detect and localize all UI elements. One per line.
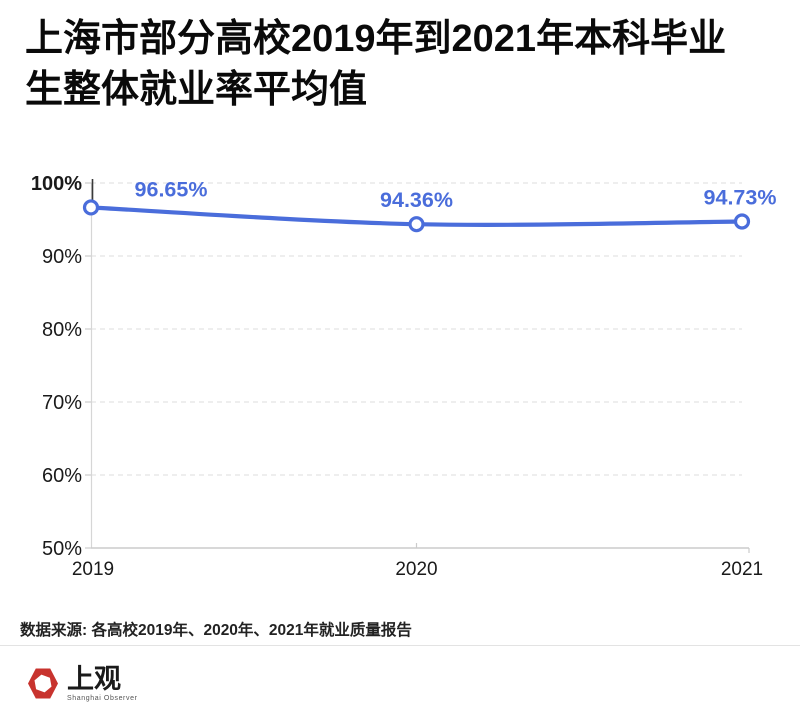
x-tick-label: 2019: [72, 559, 114, 580]
data-label: 94.36%: [380, 188, 453, 212]
data-source-note: 数据来源: 各高校2019年、2020年、2021年就业质量报告: [20, 622, 412, 639]
x-tick-label: 2020: [395, 559, 437, 580]
y-tick-label: 60%: [42, 465, 82, 487]
hexagon-logo-icon: [28, 668, 58, 699]
data-label: 94.73%: [704, 185, 777, 209]
y-tick-label: 70%: [42, 392, 82, 414]
data-label: 96.65%: [135, 177, 208, 201]
y-tick-label: 50%: [42, 538, 82, 560]
x-tick-label: 2021: [721, 559, 763, 580]
data-point: [82, 199, 100, 216]
y-tick-label: 100%: [31, 173, 82, 195]
shanghai-observer-logo: 上观 Shanghai Observer: [28, 666, 138, 702]
logo-subtitle-text: Shanghai Observer: [67, 695, 138, 702]
data-point: [733, 213, 751, 230]
y-tick-label: 90%: [42, 246, 82, 268]
data-point: [408, 216, 425, 233]
y-tick-label: 80%: [42, 319, 82, 341]
chart-title: 上海市部分高校2019年到2021年本科毕业 生整体就业率平均值: [25, 18, 727, 111]
logo-name-text: 上观: [67, 664, 121, 695]
footer-divider: [0, 645, 800, 646]
